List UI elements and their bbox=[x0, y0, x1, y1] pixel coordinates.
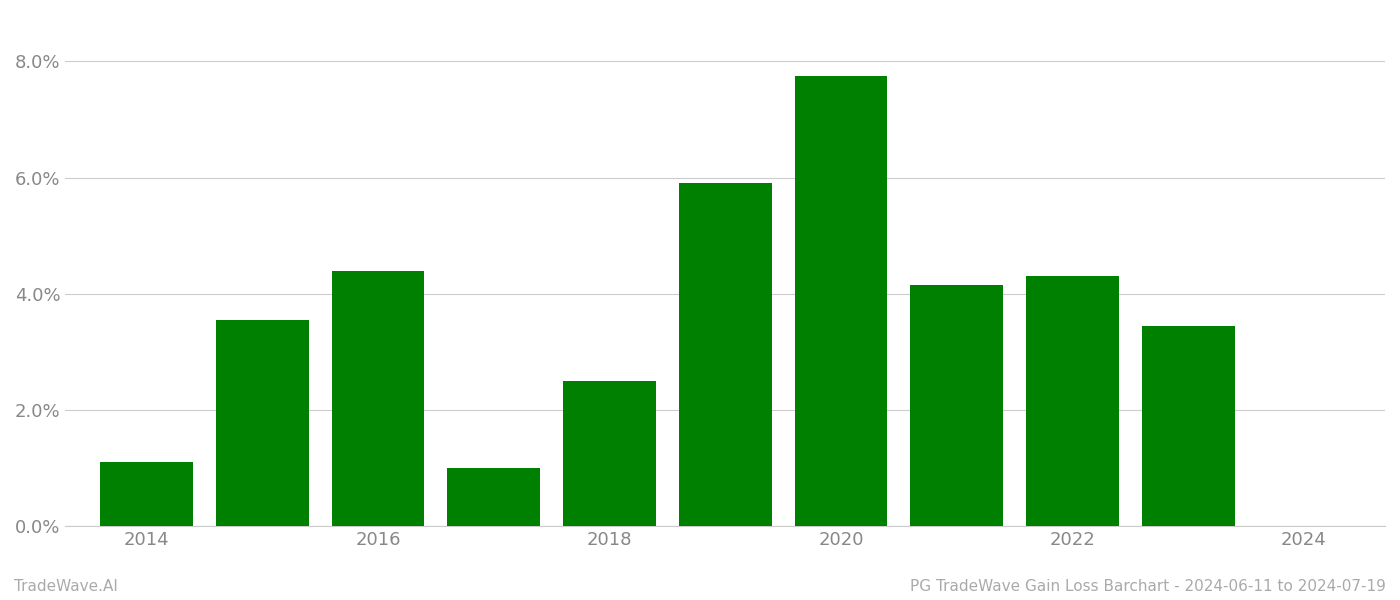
Text: PG TradeWave Gain Loss Barchart - 2024-06-11 to 2024-07-19: PG TradeWave Gain Loss Barchart - 2024-0… bbox=[910, 579, 1386, 594]
Bar bbox=[332, 271, 424, 526]
Bar bbox=[910, 285, 1002, 526]
Bar bbox=[795, 76, 888, 526]
Bar bbox=[679, 184, 771, 526]
Text: TradeWave.AI: TradeWave.AI bbox=[14, 579, 118, 594]
Bar bbox=[1026, 277, 1119, 526]
Bar bbox=[1142, 326, 1235, 526]
Bar bbox=[448, 468, 540, 526]
Bar bbox=[563, 381, 655, 526]
Bar bbox=[216, 320, 308, 526]
Bar bbox=[101, 462, 193, 526]
